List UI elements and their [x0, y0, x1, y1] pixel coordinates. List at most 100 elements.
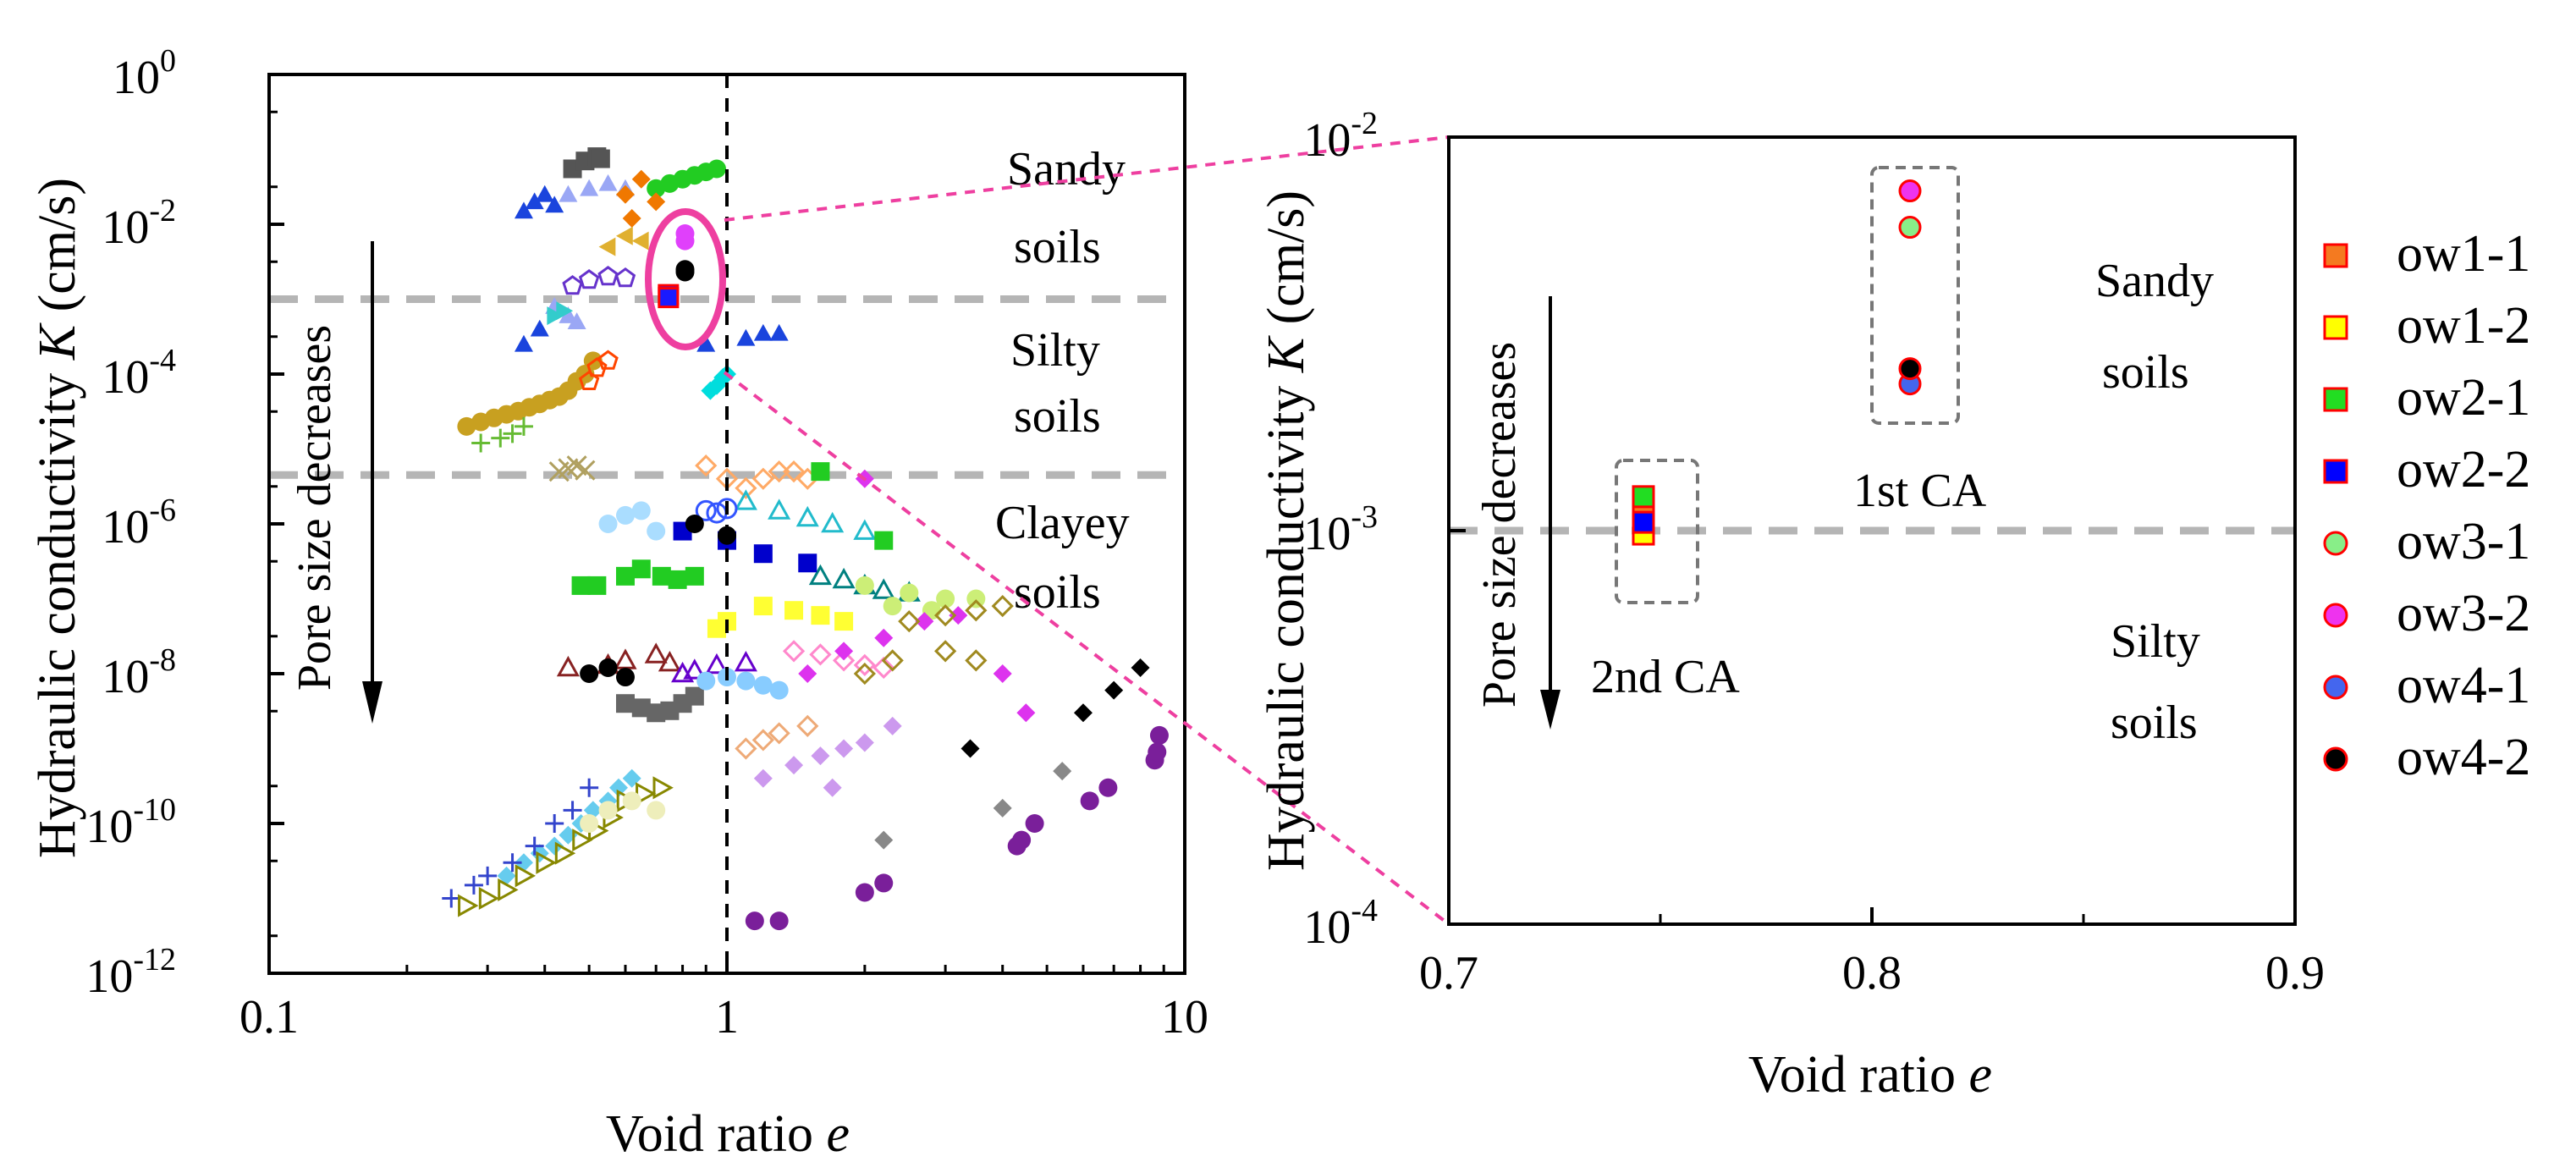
left-arrow-label: Pore size decreases	[289, 325, 341, 691]
left-data-point	[798, 664, 817, 683]
left-data-point	[503, 424, 522, 443]
left-data-point	[811, 462, 830, 482]
left-data-point	[936, 589, 955, 609]
left-data-point	[736, 328, 756, 346]
left-data-point	[855, 733, 874, 752]
left-data-point	[811, 746, 830, 766]
left-data-point	[716, 498, 738, 520]
left-data-point	[503, 853, 522, 873]
left-data-point	[559, 184, 578, 202]
left-data-point	[874, 531, 894, 550]
left-data-point	[768, 460, 790, 483]
left-data-point	[644, 642, 668, 664]
legend-marker-ow3-1	[2323, 531, 2348, 556]
right-x-tick-label: 0.7	[1419, 947, 1478, 1000]
left-data-point	[1098, 778, 1118, 797]
left-data-point	[784, 601, 804, 620]
left-data-point	[631, 698, 651, 718]
left-data-point	[855, 883, 874, 902]
left-data-point	[685, 515, 704, 533]
left-sandy-label-1: Sandy	[1007, 143, 1126, 196]
left-data-point	[853, 653, 876, 677]
left-data-point	[514, 416, 533, 436]
left-data-point	[458, 894, 479, 917]
right-silty-label-2: soils	[2111, 697, 2198, 749]
legend: ow1-1 ow1-2 ow2-1 ow2-2 ow3-1 ow3-2 ow4-1 ow4-2	[2323, 225, 2530, 786]
left-data-point	[872, 656, 895, 680]
left-data-point	[734, 489, 757, 510]
left-data-point	[615, 505, 635, 525]
left-data-point	[705, 653, 729, 675]
left-data-point	[1016, 703, 1036, 723]
right-x-tick-label: 0.8	[1842, 947, 1902, 1000]
left-data-point	[934, 604, 957, 627]
left-data-point	[769, 323, 789, 341]
left-data-point	[695, 499, 717, 521]
left-data-point	[615, 694, 635, 713]
left-data-point	[898, 610, 921, 633]
left-data-point	[567, 312, 586, 329]
legend-marker-ow1-1	[2323, 243, 2348, 268]
left-data-point	[598, 237, 616, 256]
left-data-point	[695, 454, 718, 477]
legend-marker-ow1-2	[2323, 315, 2348, 340]
left-y-ticks: 100 10-2 10-4 10-6 10-8 10-10 10-12	[85, 43, 284, 1003]
left-data-point	[614, 267, 636, 288]
left-data-point	[960, 739, 980, 758]
left-data-point	[768, 722, 790, 745]
left-data-point	[658, 287, 680, 309]
left-pore-size-arrow: Pore size decreases	[289, 241, 383, 724]
left-data-point	[658, 650, 681, 672]
left-y-tick-label: 10-10	[85, 792, 176, 853]
left-data-point	[652, 776, 674, 800]
left-data-point	[554, 841, 576, 865]
left-data-point	[965, 599, 988, 622]
right-point-ow3-2	[1898, 179, 1922, 203]
right-y-axis-label: Hydraulic conductivity K (cm/s)	[1258, 190, 1315, 871]
left-data-point	[853, 519, 877, 540]
left-data-point	[525, 192, 544, 210]
left-data-point	[497, 866, 516, 885]
left-data-point	[991, 594, 1014, 618]
left-data-point	[821, 511, 845, 533]
first-ca-label: 1st CA	[1853, 465, 1987, 517]
left-data-point	[515, 864, 537, 888]
left-data-point	[587, 575, 607, 595]
left-data-point	[514, 334, 533, 352]
left-y-tick-label: 10-4	[102, 343, 176, 404]
left-data-point	[736, 671, 756, 691]
left-data-points	[442, 147, 1169, 931]
left-data-point	[823, 778, 842, 797]
left-data-point	[934, 640, 957, 663]
left-data-point	[809, 643, 832, 666]
left-data-point	[874, 873, 894, 893]
left-data-point	[796, 714, 819, 737]
left-data-point	[478, 886, 500, 911]
right-panel: 0.7 0.8 0.9 10-2 10-3 10-4 1st CA 2nd CA San…	[1258, 106, 2530, 1104]
left-data-point	[622, 791, 641, 811]
left-data-point	[707, 159, 726, 179]
left-data-point	[535, 184, 554, 202]
legend-label-ow3-1: ow3-1	[2397, 513, 2530, 570]
left-data-point	[580, 778, 599, 797]
right-point-ow2-1	[1632, 485, 1655, 509]
left-data-point	[586, 357, 608, 377]
left-data-point	[615, 226, 633, 245]
left-y-axis-label: Hydraulic conductivity K (cm/s)	[29, 178, 86, 858]
left-data-point	[798, 553, 817, 573]
left-data-point	[572, 829, 593, 852]
left-data-point	[614, 648, 637, 669]
left-data-point	[652, 566, 671, 586]
left-data-point	[853, 662, 876, 686]
left-data-point	[536, 851, 557, 874]
legend-marker-ow4-2	[2323, 746, 2348, 772]
right-y-ticks: 10-2 10-3 10-4	[1303, 106, 1466, 954]
left-data-point	[751, 729, 774, 752]
left-data-point	[915, 612, 934, 631]
legend-label-ow2-1: ow2-1	[2397, 369, 2530, 427]
legend-label-ow1-1: ow1-1	[2397, 225, 2530, 283]
legend-marker-ow3-2	[2323, 603, 2348, 628]
right-data-points	[1632, 179, 1922, 546]
left-data-point	[753, 768, 773, 788]
left-data-point	[1131, 658, 1150, 677]
